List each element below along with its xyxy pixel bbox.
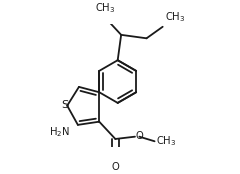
Text: S: S: [61, 100, 68, 110]
Text: CH$_3$: CH$_3$: [165, 11, 186, 25]
Text: CH$_3$: CH$_3$: [156, 134, 176, 148]
Text: O: O: [112, 162, 119, 172]
Text: CH$_3$: CH$_3$: [95, 1, 115, 15]
Text: O: O: [136, 131, 143, 141]
Text: H$_2$N: H$_2$N: [49, 125, 70, 139]
